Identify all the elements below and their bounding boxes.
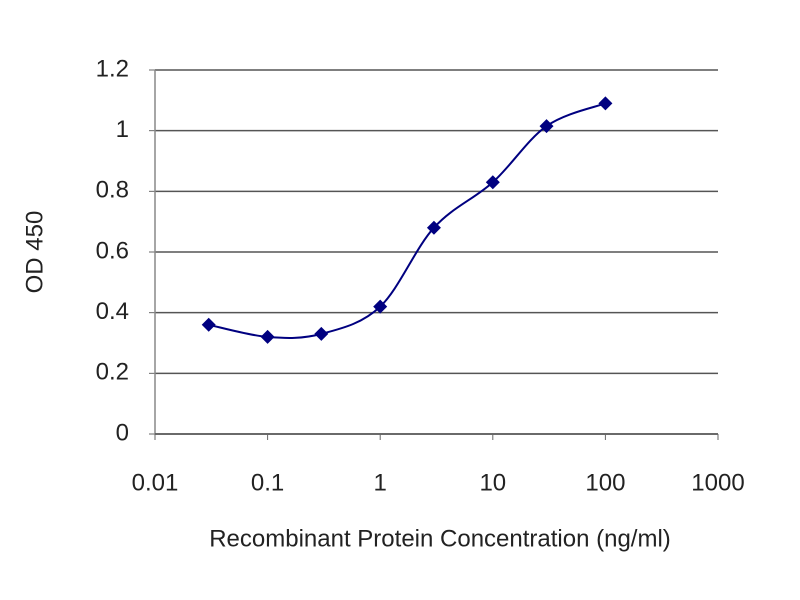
data-point	[373, 299, 388, 314]
data-point	[598, 96, 613, 111]
x-tick-label: 1000	[691, 469, 744, 496]
data-point	[201, 317, 216, 332]
y-tick-label: 0	[116, 419, 129, 446]
x-tick-label: 0.1	[251, 469, 284, 496]
x-tick-label: 100	[585, 469, 625, 496]
y-tick-label: 0.6	[96, 237, 129, 264]
x-tick-label: 0.01	[132, 469, 179, 496]
data-point	[260, 329, 275, 344]
y-tick-label: 1	[116, 116, 129, 143]
x-tick-label: 1	[374, 469, 387, 496]
x-axis-label: Recombinant Protein Concentration (ng/ml…	[209, 525, 671, 552]
data-point	[485, 175, 500, 190]
y-axis-label: OD 450	[21, 211, 48, 294]
x-tick-label: 10	[479, 469, 506, 496]
y-tick-label: 0.4	[96, 298, 129, 325]
y-tick-label: 0.2	[96, 359, 129, 386]
y-tick-label: 0.8	[96, 177, 129, 204]
data-point	[314, 326, 329, 341]
data-point	[539, 119, 554, 134]
data-point	[426, 220, 441, 235]
y-tick-label: 1.2	[96, 55, 129, 82]
series-line	[208, 102, 606, 339]
